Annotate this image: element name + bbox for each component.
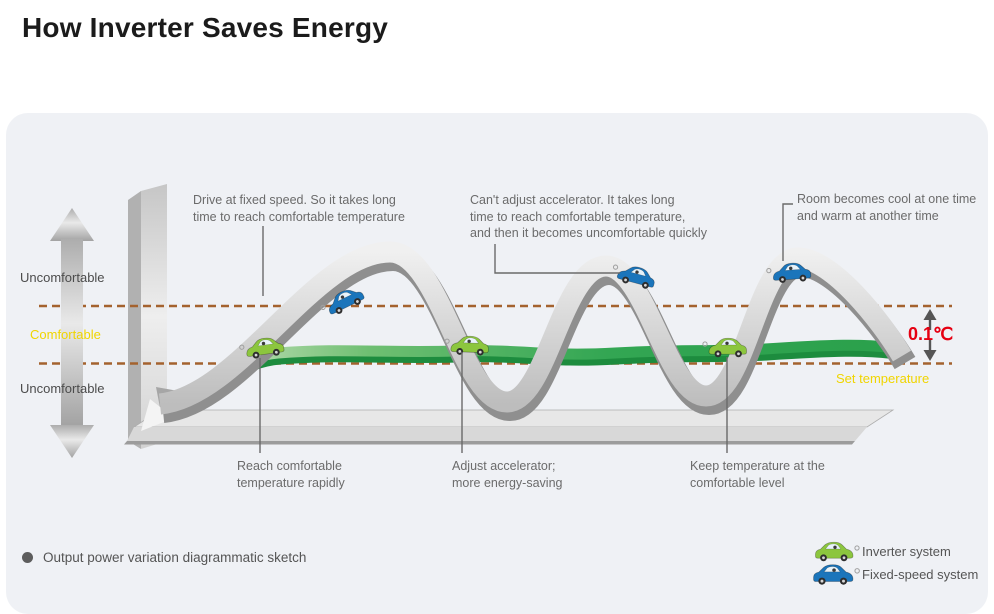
- footer-caption: Output power variation diagrammatic sket…: [43, 550, 307, 565]
- callout-leader-lines: [259, 203, 793, 453]
- axis-label-uncomfortable-upper: Uncomfortable: [20, 270, 105, 285]
- callout-room-cool-warm: Room becomes cool at one time and warm a…: [797, 192, 977, 223]
- set-temperature-label: Set temperature: [836, 371, 930, 386]
- callout-reach-comfortable-rapidly: Reach comfortable temperature rapidly: [237, 459, 345, 490]
- page-title: How Inverter Saves Energy: [22, 12, 389, 43]
- callout-keep-temperature: Keep temperature at the comfortable leve…: [690, 459, 825, 490]
- legend-fixed-speed-car-icon: [813, 564, 860, 586]
- callout-adjust-accelerator: Adjust accelerator; more energy-saving: [452, 459, 563, 490]
- bullet-dot-icon: [22, 552, 33, 563]
- legend-label-fixed-speed: Fixed-speed system: [862, 567, 979, 582]
- legend-inverter-car-icon: [815, 541, 860, 562]
- delta-arrows: [923, 309, 937, 361]
- comfort-band-dashed-lines: [39, 304, 952, 365]
- callout-drive-fixed-speed: Drive at fixed speed. So it takes long t…: [193, 193, 405, 224]
- axis-wall: [128, 184, 167, 449]
- delta-temperature-label: 0.1℃: [908, 324, 954, 344]
- comfort-range-arrow: [50, 208, 94, 458]
- axis-label-uncomfortable-lower: Uncomfortable: [20, 381, 105, 396]
- footer-caption-row: Output power variation diagrammatic sket…: [22, 550, 306, 565]
- axis-label-comfortable: Comfortable: [30, 327, 101, 342]
- legend-label-inverter: Inverter system: [862, 544, 951, 559]
- callout-cant-adjust-accelerator: Can't adjust accelerator. It takes long …: [470, 193, 707, 240]
